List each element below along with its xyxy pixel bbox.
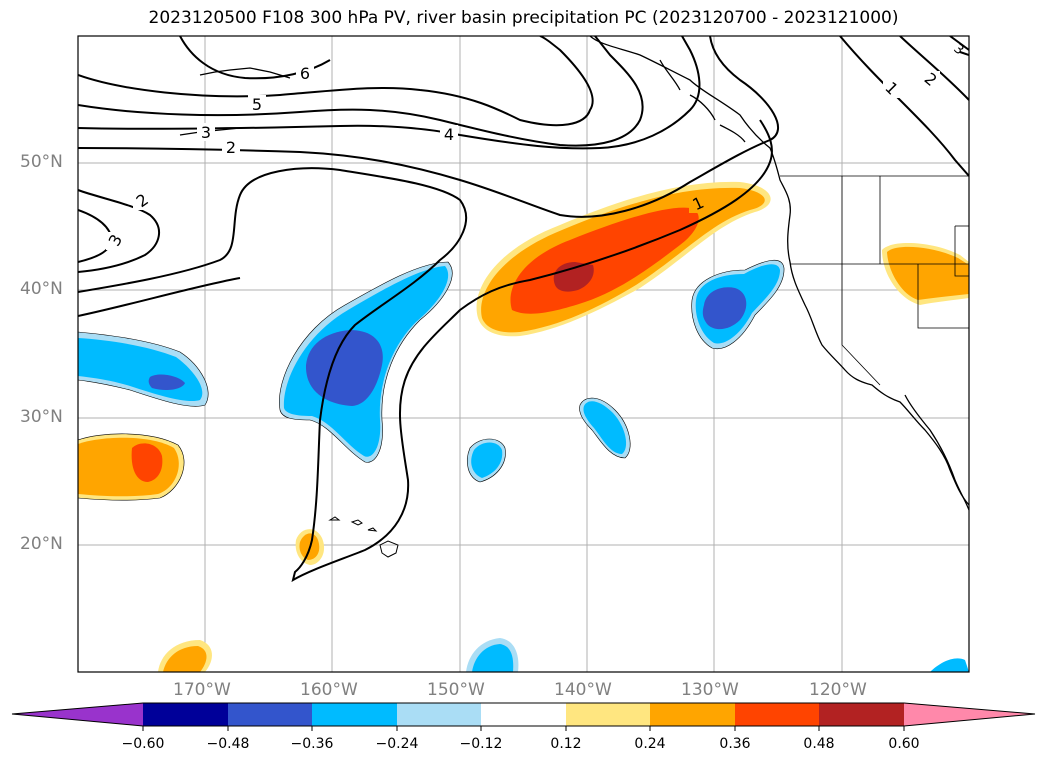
colorbar-tick-label: −0.12 <box>459 736 503 752</box>
colorbar-tick-label: 0.24 <box>634 736 666 752</box>
lat-label: 20°N <box>20 534 63 554</box>
colorbar-bin <box>819 703 904 726</box>
hawaii-islands <box>328 516 399 558</box>
colorbar-bin <box>650 703 735 726</box>
state-borders <box>780 175 969 386</box>
colorbar-bin <box>228 703 312 726</box>
colorbar-bin <box>481 703 566 726</box>
lon-label: 120°W <box>809 680 867 700</box>
contour-label: 4 <box>444 125 454 144</box>
colorbar-tick-label: 0.36 <box>719 736 751 752</box>
lon-label: 140°W <box>554 680 612 700</box>
negative-anomaly-coast-core <box>702 287 747 330</box>
colorbar-bin <box>397 703 481 726</box>
map-title: 2023120500 F108 300 hPa PV, river basin … <box>148 8 899 28</box>
lat-label: 30°N <box>20 407 63 427</box>
colorbar-tick-label: −0.48 <box>206 736 250 752</box>
contour-label: 5 <box>252 95 262 114</box>
positive-anomaly-small-2-core <box>163 646 207 672</box>
colorbar <box>11 702 1036 731</box>
contour-labels: 6 5 3 2 4 2 3 1 1 2 3 <box>105 42 966 250</box>
positive-anomaly-west <box>78 437 179 497</box>
contour-label: 3 <box>201 123 211 142</box>
negative-anomaly-small-2-core <box>471 442 503 478</box>
colorbar-extend-low <box>12 703 143 726</box>
pv-contours <box>78 36 969 583</box>
negative-anomaly-west-core <box>148 374 185 391</box>
anomaly-outlines <box>78 259 785 501</box>
negative-anomaly-small-1-core <box>583 401 627 454</box>
colorbar-extend-high <box>904 703 1035 726</box>
colorbar-bin <box>143 703 228 726</box>
lat-label: 50°N <box>20 152 63 172</box>
contour-label: 2 <box>226 138 236 157</box>
colorbar-bin <box>566 703 650 726</box>
lon-label: 150°W <box>427 680 485 700</box>
colorbar-tick-label: 0.60 <box>888 736 920 752</box>
colorbar-tick-label: −0.36 <box>290 736 334 752</box>
colorbar-tick-label: −0.60 <box>121 736 165 752</box>
lon-label: 130°W <box>681 680 739 700</box>
colorbar-tick-label: 0.12 <box>550 736 582 752</box>
lon-label: 170°W <box>173 680 231 700</box>
contour-label: 3 <box>950 42 966 59</box>
colorbar-bin <box>735 703 819 726</box>
contour-label: 6 <box>300 64 310 83</box>
colorbar-tick-label: 0.48 <box>803 736 835 752</box>
precip-anomaly-shading <box>78 181 969 672</box>
positive-anomaly-inland <box>887 246 969 300</box>
coastlines <box>179 36 969 511</box>
negative-anomaly-small-3-core <box>472 644 514 672</box>
lon-label: 160°W <box>300 680 358 700</box>
map-frame <box>77 35 970 673</box>
positive-anomaly-west-core <box>131 443 163 482</box>
colorbar-tick-label: −0.24 <box>375 736 419 752</box>
colorbar-bin <box>312 703 397 726</box>
negative-anomaly-small-4 <box>930 658 969 672</box>
lat-label: 40°N <box>20 279 63 299</box>
positive-anomaly-peak <box>553 262 594 292</box>
